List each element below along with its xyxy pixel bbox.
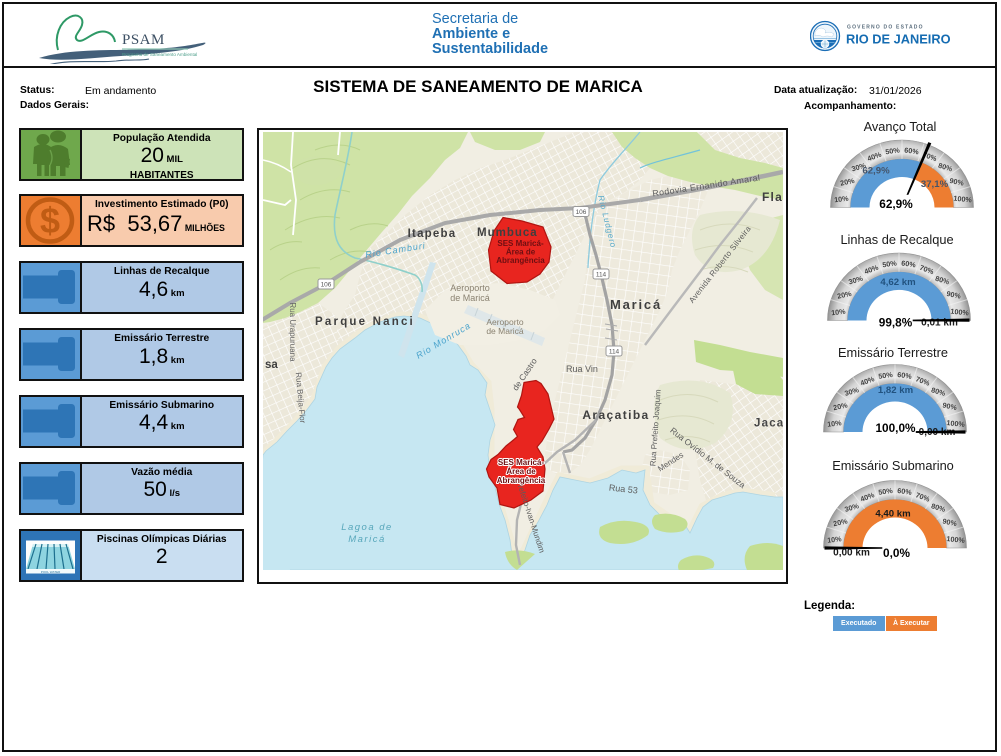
svg-text:10%: 10% [831,307,847,318]
svg-text:Maricá: Maricá [610,297,662,312]
svg-text:SES Maricá-: SES Maricá- [498,458,545,467]
svg-text:100,0%: 100,0% [875,421,916,435]
svg-text:30%: 30% [847,274,864,287]
svg-text:62,9%: 62,9% [862,165,890,176]
svg-text:50%: 50% [885,145,901,156]
svg-text:Programa de Saneamento Ambient: Programa de Saneamento Ambiental [122,52,197,57]
svg-text:SES Maricá-: SES Maricá- [497,239,544,248]
svg-text:de Maricá: de Maricá [450,293,490,303]
svg-text:0,0%: 0,0% [883,546,910,560]
svg-text:10%: 10% [827,418,843,429]
svg-text:Abrangência: Abrangência [497,476,546,485]
svg-text:Itapeba: Itapeba [408,228,457,240]
svg-text:Mumbuca: Mumbuca [477,227,538,239]
svg-text:20%: 20% [836,289,853,301]
svg-text:80%: 80% [934,274,951,287]
svg-text:Linhas de Recalque: Linhas de Recalque [840,232,953,247]
svg-text:1,82 km: 1,82 km [878,385,913,396]
svg-text:90%: 90% [942,516,959,528]
svg-text:80%: 80% [930,385,947,398]
svg-text:50%: 50% [882,258,898,269]
svg-text:10%: 10% [827,534,843,545]
svg-text:Parque Nanci: Parque Nanci [315,316,415,328]
svg-text:100%: 100% [946,534,966,545]
svg-text:20%: 20% [839,176,856,188]
svg-text:30%: 30% [843,385,860,398]
svg-text:114: 114 [596,272,607,279]
svg-text:100%: 100% [950,307,970,318]
svg-text:60%: 60% [897,486,913,497]
svg-text:62,9%: 62,9% [879,197,913,211]
svg-text:$: $ [40,200,60,241]
svg-text:80%: 80% [930,501,947,514]
svg-text:POOL WATER: POOL WATER [41,569,61,573]
svg-text:Emissário Terrestre: Emissário Terrestre [838,345,948,360]
svg-text:50%: 50% [878,486,894,497]
svg-text:90%: 90% [949,176,966,188]
svg-text:80%: 80% [937,161,954,174]
svg-text:30%: 30% [850,161,867,174]
svg-text:4,62 km: 4,62 km [880,277,915,288]
svg-text:90%: 90% [946,289,963,301]
svg-text:Aeroporto: Aeroporto [486,317,524,327]
svg-text:106: 106 [321,282,332,289]
svg-text:100%: 100% [953,194,973,205]
svg-text:20%: 20% [832,516,849,528]
svg-text:99,8%: 99,8% [879,315,913,329]
svg-text:4,40 km: 4,40 km [875,508,910,519]
svg-text:0,01 km: 0,01 km [921,318,958,329]
svg-text:Área de: Área de [506,467,536,476]
svg-text:PSAM: PSAM [122,32,165,48]
svg-text:106: 106 [576,209,587,216]
svg-text:Lagoa de: Lagoa de [341,522,393,533]
svg-text:100%: 100% [946,418,966,429]
svg-text:Aeroporto: Aeroporto [450,283,490,293]
svg-text:Rua Vin: Rua Vin [566,364,598,374]
svg-text:Maricá: Maricá [348,534,386,545]
svg-text:RIO DE JANEIRO: RIO DE JANEIRO [846,32,951,47]
svg-text:114: 114 [609,349,620,356]
svg-text:10%: 10% [834,194,850,205]
svg-text:0,00 km: 0,00 km [833,548,870,559]
svg-text:de Maricá: de Maricá [486,326,524,336]
svg-text:GOVERNO DO ESTADO: GOVERNO DO ESTADO [847,25,924,31]
svg-text:60%: 60% [904,145,920,156]
svg-text:90%: 90% [942,400,959,412]
svg-text:30%: 30% [843,501,860,514]
svg-text:Rua 53: Rua 53 [608,483,638,496]
svg-text:Abrangência: Abrangência [496,256,545,265]
svg-text:Flamen: Flamen [762,190,786,204]
svg-text:sa: sa [265,359,278,371]
svg-text:37,1%: 37,1% [921,179,949,190]
svg-text:Rua Beija-Flor: Rua Beija-Flor [294,372,307,424]
svg-text:50%: 50% [878,370,894,381]
svg-text:Área de: Área de [506,248,536,257]
svg-text:20%: 20% [832,400,849,412]
svg-text:Rua Urapuruana: Rua Urapuruana [288,302,297,362]
svg-text:Araçatiba: Araçatiba [582,408,649,422]
svg-text:Emissário Submarino: Emissário Submarino [832,458,954,473]
svg-text:60%: 60% [897,370,913,381]
svg-text:60%: 60% [901,258,917,269]
svg-text:Avanço Total: Avanço Total [864,119,937,134]
svg-text:Jacaré: Jacaré [754,418,786,430]
